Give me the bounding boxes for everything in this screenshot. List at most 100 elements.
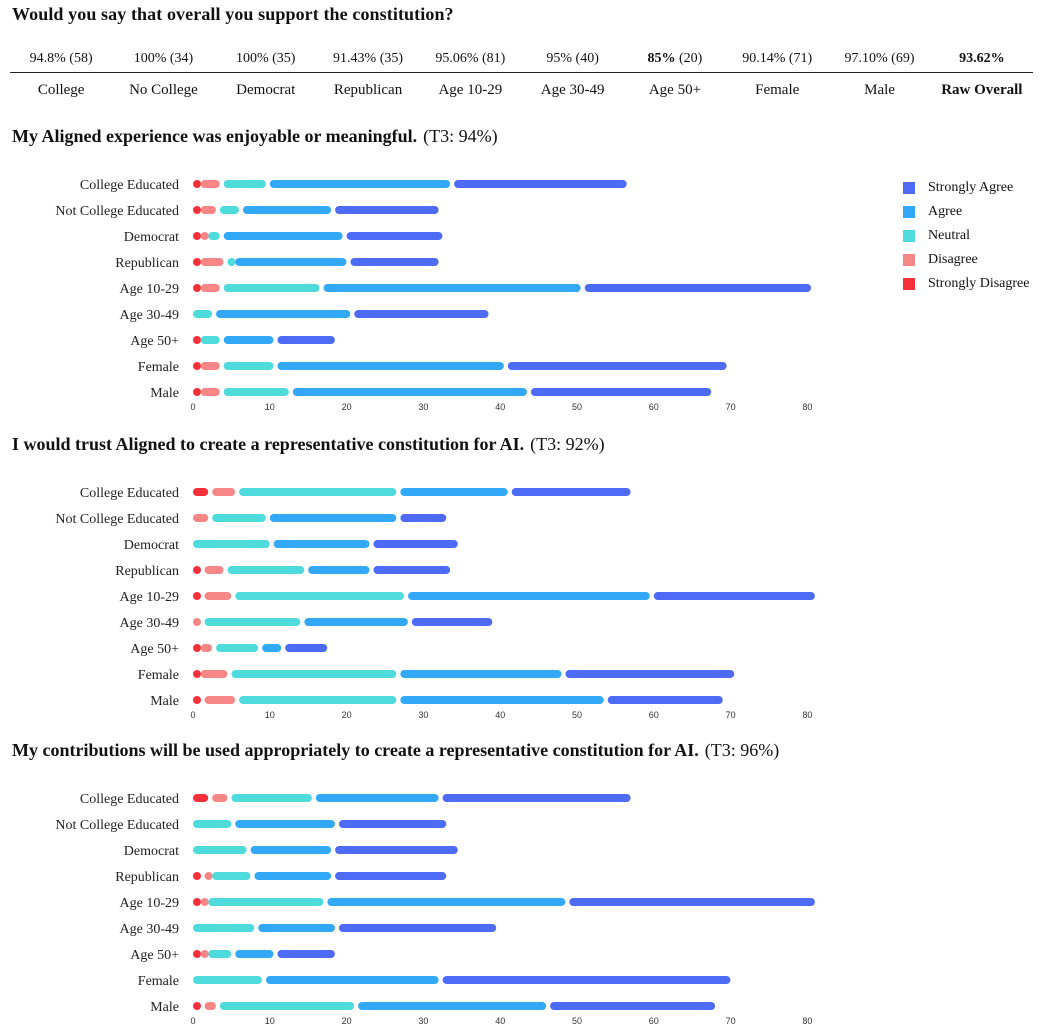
bar-segment [262, 644, 282, 652]
bar-segment [212, 514, 266, 522]
summary-label: Raw Overall [941, 82, 1023, 98]
bar-segment [223, 180, 266, 188]
bar-segment [607, 696, 723, 704]
bar-segment [193, 540, 270, 548]
legend-item: Neutral [903, 224, 1029, 248]
bar-segment [204, 696, 236, 704]
category-label: Age 10-29 [120, 590, 180, 605]
summary-label: Age 10-29 [438, 82, 503, 98]
category-label: Age 10-29 [120, 282, 180, 297]
legend-swatch [903, 182, 915, 194]
chart-3-title: My contributions will be used appropriat… [12, 740, 779, 761]
bar-segment [200, 180, 220, 188]
bar-segment [530, 388, 712, 396]
bar-segment [227, 258, 236, 266]
bar-segment [200, 336, 220, 344]
bar-segment [231, 794, 312, 802]
legend-item: Strongly Disagree [903, 272, 1029, 296]
bar-segment [408, 592, 650, 600]
bar-segment [285, 644, 328, 652]
x-tick-label: 70 [726, 402, 736, 412]
summary-value-text: 94.8% (58) [29, 51, 93, 66]
bar-segment [400, 670, 562, 678]
summary-value-text: 85% [647, 51, 676, 66]
bar-segment [350, 258, 439, 266]
bar-segment [335, 846, 458, 854]
summary-value: 93.62% [931, 46, 1033, 72]
bar-segment [208, 232, 220, 240]
bar-segment [454, 180, 627, 188]
bar-segment [400, 514, 447, 522]
bar-segment [200, 284, 220, 292]
bar-segment [292, 388, 527, 396]
legend-label: Disagree [928, 252, 978, 267]
bar-segment [235, 592, 405, 600]
bar-segment [584, 284, 812, 292]
legend-item: Disagree [903, 248, 1029, 272]
x-tick-label: 30 [418, 710, 428, 720]
bar-segment [411, 618, 493, 626]
chart-1-title-extra: (T3: 94%) [423, 126, 498, 146]
summary-label: Democrat [236, 82, 296, 98]
x-tick-label: 70 [726, 710, 736, 720]
bar-segment [193, 794, 209, 802]
summary-values-row: 94.8% (58) 100% (34) 100% (35) 91.43% (35) 9… [10, 46, 1033, 73]
bar-segment [338, 924, 497, 932]
summary-question: Would you say that overall you support t… [12, 4, 454, 24]
bar-segment [254, 872, 332, 880]
summary-value-text: 100% (34) [133, 51, 194, 66]
summary-value: 100% (35) [215, 46, 317, 72]
legend-label: Strongly Agree [928, 180, 1014, 195]
bar-segment [223, 284, 320, 292]
bar-segment [358, 1002, 547, 1010]
summary-value-count: (20) [675, 51, 703, 66]
summary-label: Age 50+ [648, 82, 702, 98]
summary-value: 95% (40) [521, 46, 623, 72]
legend-swatch [903, 230, 915, 242]
bar-segment [223, 388, 289, 396]
bar-segment [193, 924, 255, 932]
chart-2-title-text: I would trust Aligned to create a repres… [12, 434, 525, 454]
x-tick-label: 40 [495, 1016, 505, 1026]
category-label: Age 50+ [130, 948, 179, 963]
bar-segment [219, 206, 239, 214]
x-tick-label: 10 [265, 402, 275, 412]
category-label: Republican [115, 870, 179, 885]
bar-segment [193, 976, 262, 984]
x-tick-label: 40 [495, 710, 505, 720]
bar-segment [507, 362, 727, 370]
bar-segment [193, 644, 201, 652]
summary-labels-row: College No College Democrat Republican Age 1… [10, 73, 1033, 107]
bar-segment [193, 206, 201, 214]
legend-label: Neutral [928, 228, 970, 243]
bar-segment [354, 310, 489, 318]
bar-segment [200, 898, 209, 906]
bar-segment [200, 670, 228, 678]
summary-value-text: 95.06% (81) [435, 51, 506, 66]
bar-segment [193, 284, 201, 292]
bar-segment [265, 976, 439, 984]
bar-segment [193, 514, 209, 522]
summary-value: 95.06% (81) [419, 46, 521, 72]
bar-segment [227, 566, 305, 574]
bar-segment [277, 362, 504, 370]
bar-segment [193, 566, 201, 574]
x-tick-label: 80 [802, 402, 812, 412]
bar-segment [373, 540, 458, 548]
summary-label: Female [755, 82, 800, 98]
bar-segment [511, 488, 631, 496]
bar-segment [193, 846, 247, 854]
summary-value-text: 97.10% (69) [844, 51, 915, 66]
bar-segment [269, 180, 451, 188]
bar-segment [193, 388, 201, 396]
category-label: Republican [115, 256, 179, 271]
bar-segment [231, 670, 397, 678]
category-label: Democrat [124, 844, 179, 859]
summary-value-text: 95% (40) [546, 51, 599, 66]
bar-segment [235, 258, 347, 266]
category-label: Age 10-29 [120, 896, 180, 911]
bar-segment [193, 180, 201, 188]
bar-segment [327, 898, 566, 906]
bar-segment [323, 284, 581, 292]
bar-segment [223, 362, 274, 370]
